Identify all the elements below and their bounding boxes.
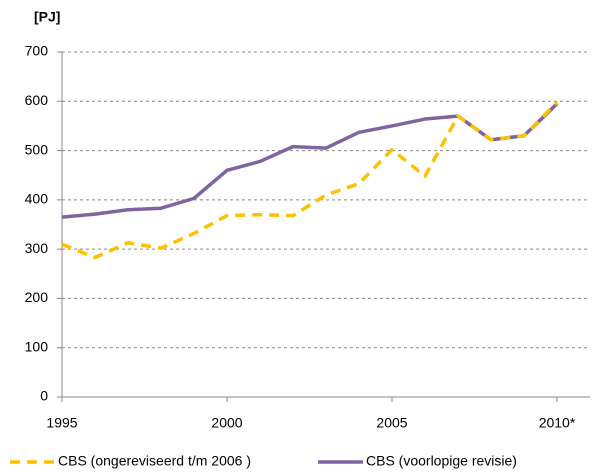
y-tick-label: 700 [25,43,49,59]
y-tick-label: 100 [25,338,49,354]
y-axis-label: [PJ] [34,9,60,25]
x-tick-label: 2005 [376,415,407,431]
y-tick-label: 400 [25,191,49,207]
y-tick-label: 200 [25,289,49,305]
y-tick-label: 500 [25,141,49,157]
x-tick-label: 2000 [211,415,242,431]
legend-label: CBS (ongereviseerd t/m 2006 ) [58,453,251,469]
y-tick-label: 0 [40,388,48,404]
data-line [61,101,559,260]
x-tick-label: 1995 [46,415,77,431]
y-tick-label: 300 [25,240,49,256]
legend-label: CBS (voorlopige revisie) [366,453,517,469]
x-tick-label: 2010* [539,415,576,431]
y-tick-label: 600 [25,92,49,108]
